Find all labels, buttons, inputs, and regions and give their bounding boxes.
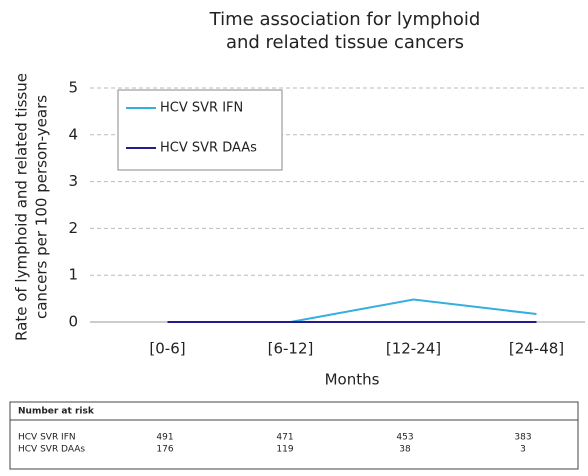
y-tick-label: 1 bbox=[68, 266, 78, 284]
x-tick-label: [0-6] bbox=[149, 340, 185, 358]
series-line bbox=[167, 298, 537, 323]
x-axis-label: Months bbox=[325, 371, 380, 389]
table-cell: 38 bbox=[399, 445, 411, 455]
x-tick-label: [6-12] bbox=[268, 340, 314, 358]
table-row-label: HCV SVR DAAs bbox=[18, 445, 85, 455]
table-cell: 383 bbox=[514, 433, 531, 443]
y-tick-label: 0 bbox=[68, 313, 78, 331]
table-row-label: HCV SVR IFN bbox=[18, 433, 76, 443]
table-cell: 119 bbox=[276, 445, 293, 455]
table-cell: 176 bbox=[156, 445, 173, 455]
y-tick-label: 4 bbox=[68, 125, 78, 143]
y-tick-label: 3 bbox=[68, 172, 78, 190]
y-axis-label: cancers per 100 person-years bbox=[33, 95, 51, 319]
table-cell: 3 bbox=[520, 445, 526, 455]
legend-box bbox=[117, 89, 283, 171]
y-tick-label: 2 bbox=[68, 219, 78, 237]
table-cell: 453 bbox=[396, 433, 413, 443]
chart-title: Time association for lymphoid bbox=[209, 9, 481, 30]
legend-label: HCV SVR IFN bbox=[160, 101, 243, 116]
x-tick-label: [24-48] bbox=[509, 340, 564, 358]
table-border bbox=[9, 401, 579, 470]
chart-title: and related tissue cancers bbox=[226, 32, 464, 53]
x-tick-label: [12-24] bbox=[386, 340, 441, 358]
legend-label: HCV SVR DAAs bbox=[160, 141, 257, 156]
table-header: Number at risk bbox=[18, 407, 95, 417]
table-cell: 491 bbox=[156, 433, 173, 443]
table-cell: 471 bbox=[276, 433, 293, 443]
y-tick-label: 5 bbox=[68, 79, 78, 97]
y-axis-label: Rate of lymphoid and related tissue bbox=[13, 73, 31, 341]
